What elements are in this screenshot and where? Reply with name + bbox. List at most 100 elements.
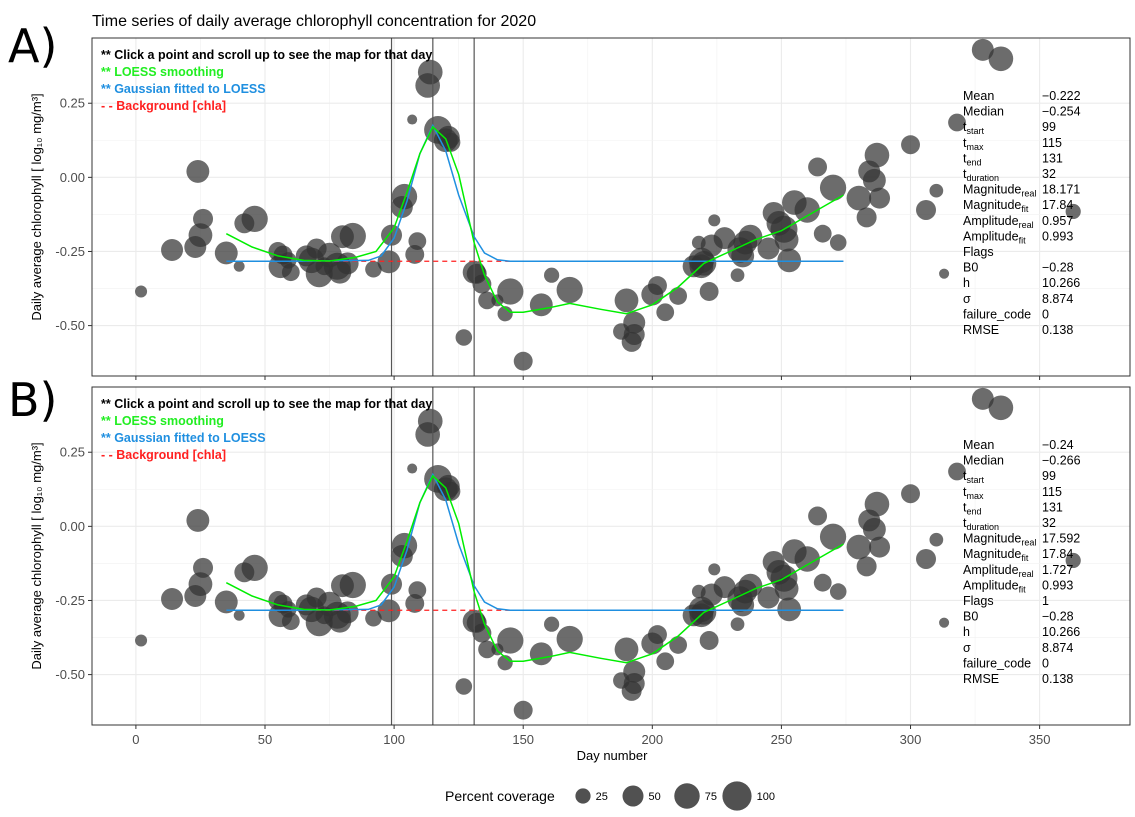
legend-label: 100	[757, 791, 775, 803]
data-point	[819, 523, 847, 550]
x-axis-title: Day number	[577, 748, 648, 763]
panel-b: B) 0.25 0.00 -0.25 -0.50 0 50 100 150 200 250 300 35…	[8, 373, 1131, 747]
data-point	[408, 581, 427, 599]
data-point	[730, 268, 745, 283]
gaussian-line	[226, 472, 844, 612]
x-tick-label: 300	[900, 732, 922, 747]
data-point	[233, 260, 245, 272]
data-point	[135, 634, 148, 647]
stat-value: 32	[1042, 516, 1056, 530]
data-point	[819, 174, 847, 201]
data-point	[757, 586, 780, 609]
stat-value: 131	[1042, 151, 1063, 165]
data-point	[794, 546, 820, 572]
data-point	[623, 311, 646, 334]
data-point	[214, 590, 238, 614]
stat-value: 0	[1042, 307, 1049, 321]
data-point	[391, 183, 418, 210]
stat-label: σ	[963, 641, 971, 655]
data-point	[846, 185, 872, 211]
stat-value: 131	[1042, 500, 1063, 514]
stat-label: RMSE	[963, 672, 999, 686]
data-point	[794, 197, 820, 223]
data-point	[988, 46, 1014, 72]
stat-label: RMSE	[963, 323, 999, 337]
data-point	[808, 506, 828, 526]
stat-label: h	[963, 276, 970, 290]
legend-symbol	[674, 783, 700, 809]
data-point	[188, 223, 213, 248]
data-point	[648, 276, 667, 296]
data-point	[669, 287, 688, 305]
stat-label: failure_code	[963, 307, 1031, 321]
data-point	[513, 351, 533, 371]
data-point	[864, 142, 890, 168]
y-axis-title: Daily average chlorophyll [ log₁₀ mg/m³]	[29, 93, 44, 320]
stat-value: 10.266	[1042, 625, 1080, 639]
x-tick-label: 200	[641, 732, 663, 747]
data-point	[544, 616, 560, 632]
stat-label: tmax	[963, 136, 984, 152]
data-point	[417, 59, 443, 85]
stat-label: Amplitudereal	[963, 563, 1034, 579]
data-point	[869, 187, 891, 209]
stat-value: 99	[1042, 469, 1056, 483]
data-point	[193, 208, 214, 229]
stat-label: h	[963, 625, 970, 639]
data-point	[513, 700, 533, 720]
stat-label: tmax	[963, 485, 984, 501]
stat-value: 32	[1042, 167, 1056, 181]
data-point	[757, 237, 780, 260]
legend-symbol	[575, 788, 591, 804]
stat-label: Magnitudereal	[963, 183, 1036, 199]
data-point	[233, 609, 245, 621]
x-tick-label: 350	[1029, 732, 1051, 747]
y-axis-title: Daily average chlorophyll [ log₁₀ mg/m³]	[29, 442, 44, 669]
legend-label: 50	[648, 791, 660, 803]
stat-value: 0.993	[1042, 578, 1073, 592]
data-point	[971, 38, 994, 61]
data-point	[186, 159, 210, 183]
data-point	[478, 291, 496, 310]
data-point	[529, 293, 553, 317]
legend-title: Percent coverage	[445, 788, 555, 804]
data-point	[774, 576, 799, 601]
data-point	[365, 609, 382, 627]
stat-value: −0.266	[1042, 454, 1081, 468]
data-point	[417, 408, 443, 434]
data-point	[623, 660, 646, 683]
data-point	[708, 214, 721, 227]
data-point	[497, 655, 513, 671]
data-point	[1065, 552, 1081, 569]
stat-value: 0.957	[1042, 214, 1073, 228]
data-point	[188, 572, 213, 597]
panel-border	[91, 386, 1131, 726]
stat-value: 17.592	[1042, 532, 1080, 546]
data-point	[813, 224, 832, 243]
x-tick-label: 0	[132, 732, 139, 747]
stat-value: 18.171	[1042, 183, 1080, 197]
legend-label: 25	[596, 791, 608, 803]
panel-label: A)	[8, 19, 57, 73]
stat-value: 0	[1042, 656, 1049, 670]
legend-note: ** LOESS smoothing	[101, 65, 224, 79]
y-tick-label: -0.50	[55, 318, 85, 333]
data-point	[856, 207, 877, 228]
data-point	[846, 534, 872, 560]
y-tick-label: 0.00	[60, 519, 85, 534]
stat-label: Median	[963, 105, 1004, 119]
stat-label: tduration	[963, 167, 999, 183]
data-point	[497, 627, 524, 654]
stat-value: −0.24	[1042, 438, 1074, 452]
data-point	[777, 248, 802, 273]
data-point	[948, 113, 966, 132]
y-tick-label: 0.25	[60, 96, 85, 111]
data-point	[1065, 203, 1081, 220]
data-point	[214, 241, 238, 265]
data-point	[186, 508, 210, 532]
data-point	[336, 601, 359, 624]
legend-note: - - Background [chla]	[101, 99, 226, 113]
data-point	[808, 157, 828, 177]
data-point	[829, 234, 847, 251]
